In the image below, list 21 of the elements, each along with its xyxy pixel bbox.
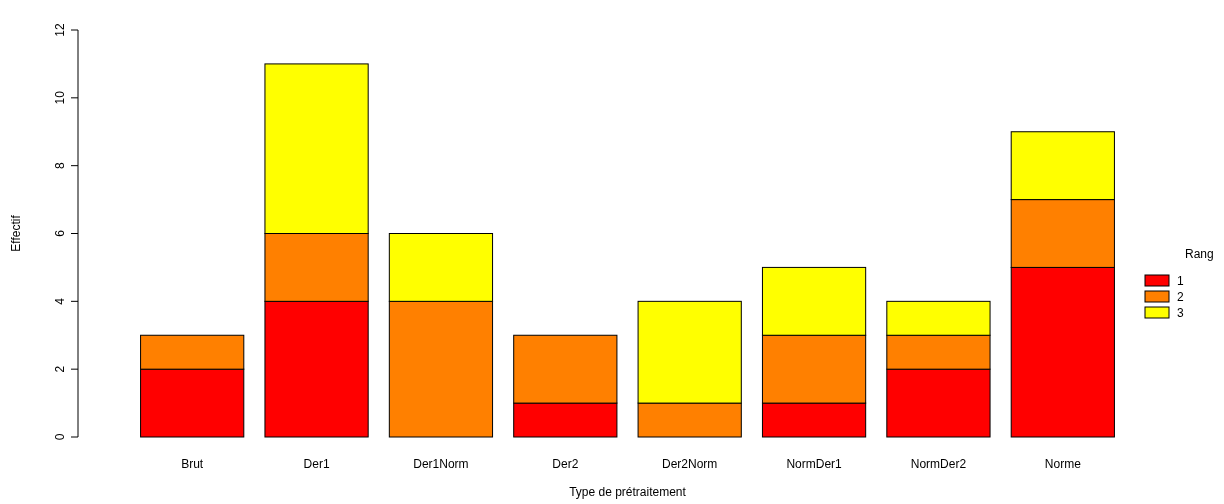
y-tick-label: 6 [53, 229, 67, 237]
x-tick-label: Der1Norm [413, 457, 469, 471]
y-tick-label: 8 [53, 162, 67, 170]
x-axis-title: Type de prétraitement [569, 485, 687, 499]
y-axis-title: Effectif [9, 214, 23, 252]
y-tick-label: 2 [53, 365, 67, 373]
x-tick-label: Brut [181, 457, 204, 471]
y-tick-label: 10 [53, 90, 67, 105]
x-tick-label: NormDer2 [910, 457, 967, 471]
y-tick-label: 4 [53, 297, 67, 305]
y-tick-label: 0 [53, 433, 67, 441]
legend-title: Rang [1185, 247, 1214, 261]
x-tick-label: Der1 [303, 457, 330, 471]
legend-label: 2 [1177, 290, 1184, 304]
x-tick-label: Norme [1044, 457, 1082, 471]
y-tick-label: 12 [53, 23, 67, 37]
x-tick-label: Der2 [552, 457, 579, 471]
x-tick-label: NormDer1 [786, 457, 843, 471]
legend-label: 1 [1177, 274, 1184, 288]
legend-label: 3 [1177, 306, 1184, 320]
x-tick-label: Der2Norm [662, 457, 718, 471]
